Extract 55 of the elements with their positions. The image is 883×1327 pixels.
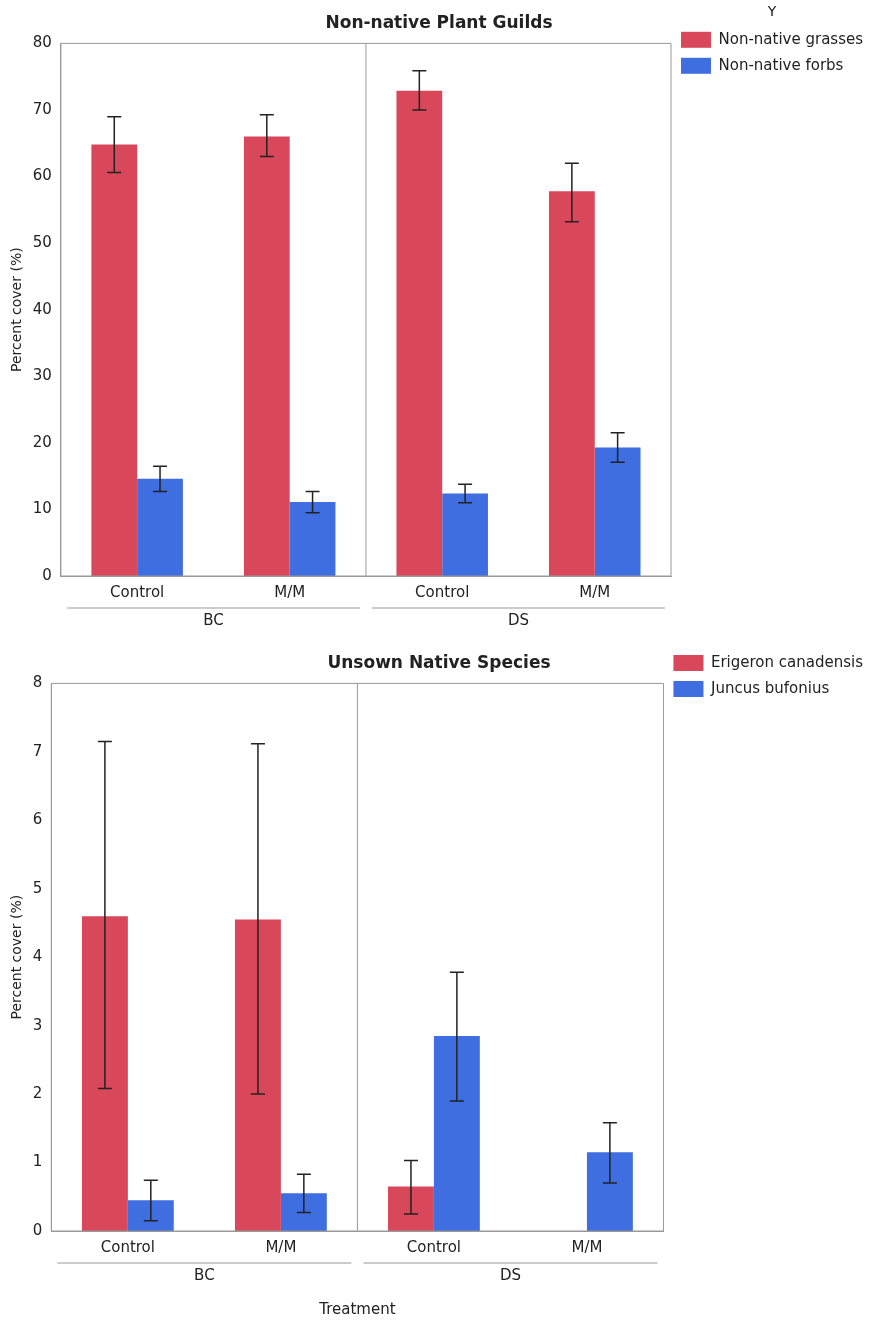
- text: BC: [194, 1266, 215, 1285]
- y-tick-label: 1: [32, 1152, 43, 1171]
- bar: [234, 919, 281, 1231]
- y-tick-label: 4: [32, 947, 43, 966]
- y-axis-title: Percent cover (%): [8, 894, 25, 1020]
- chart-title: Unsown Native Species: [327, 651, 551, 672]
- y-tick-label: 20: [32, 432, 52, 451]
- x-tick-label: Control: [110, 582, 165, 601]
- chart-title: Non-native Plant Guilds: [325, 11, 553, 32]
- legend-label: Erigeron canadensis: [710, 652, 864, 671]
- bar: [81, 916, 128, 1231]
- y-tick-label: 0: [32, 1220, 43, 1239]
- y-tick-label: 6: [32, 810, 43, 829]
- text: DS: [507, 611, 530, 630]
- bar: [548, 191, 595, 576]
- legend-label: Non-native grasses: [718, 29, 864, 48]
- x-tick-label: Control: [100, 1237, 155, 1256]
- bar: [396, 90, 443, 576]
- y-tick-label: 70: [32, 99, 52, 118]
- bar: [442, 493, 488, 576]
- bar: [388, 1186, 434, 1231]
- legend-label: Juncus bufonius: [709, 678, 830, 697]
- y-tick-label: 30: [32, 366, 52, 385]
- x-tick-label: Control: [406, 1237, 462, 1256]
- x-tick-label: M/M: [579, 582, 611, 601]
- bar: [586, 1152, 633, 1231]
- legend-label: Non-native forbs: [718, 55, 844, 74]
- y-tick-label: 3: [32, 1015, 43, 1034]
- y-tick-label: 40: [32, 299, 52, 318]
- y-tick-label: 50: [32, 233, 52, 252]
- text: BC: [203, 611, 224, 630]
- x-tick-label: M/M: [265, 1237, 297, 1256]
- y-axis-title: Percent cover (%): [8, 247, 25, 373]
- bar: [594, 447, 641, 576]
- y-tick-label: 7: [32, 741, 43, 760]
- bar: [243, 136, 290, 576]
- y-tick-label: 5: [32, 878, 43, 897]
- x-tick-label: M/M: [571, 1237, 603, 1256]
- bar: [127, 1200, 174, 1231]
- bar: [280, 1193, 327, 1231]
- x-tick-label: Control: [415, 582, 470, 601]
- y-tick-label: 60: [32, 166, 52, 185]
- bar: [91, 144, 138, 576]
- x-tick-label: M/M: [274, 582, 306, 601]
- y-tick-label: 2: [32, 1083, 43, 1102]
- bar: [137, 478, 183, 576]
- legend-title: Y: [766, 2, 777, 19]
- text: DS: [499, 1266, 521, 1285]
- y-tick-label: 8: [32, 673, 43, 692]
- x-axis-title: Treatment: [318, 1300, 396, 1319]
- bar: [289, 502, 336, 576]
- y-tick-label: 80: [32, 33, 52, 52]
- bar: [433, 1035, 480, 1231]
- y-tick-label: 10: [32, 499, 52, 518]
- y-tick-label: 0: [42, 565, 52, 584]
